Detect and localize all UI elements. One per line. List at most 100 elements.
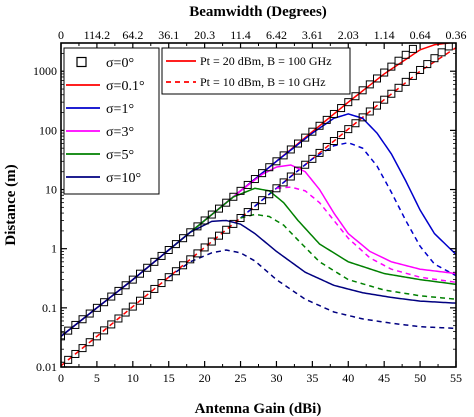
y-tick-label: 1000 bbox=[33, 64, 57, 78]
sigma-0-marker bbox=[236, 214, 245, 223]
sigma-0-marker bbox=[329, 137, 338, 146]
sigma-0-marker bbox=[143, 290, 152, 299]
sigma-0-marker bbox=[344, 98, 353, 107]
legend-power: Pt = 20 dBm, B = 100 GHz Pt = 10 dBm, B =… bbox=[161, 47, 351, 95]
sigma-0-marker bbox=[408, 44, 417, 53]
x-tick-label: 10 bbox=[127, 371, 139, 385]
legend-sigma: σ=0° σ=0.1° σ=1° σ=3° σ=5° σ=10° bbox=[63, 47, 160, 195]
x-tick-label: 30 bbox=[270, 371, 282, 385]
x2-tick-label: 1.14 bbox=[374, 28, 395, 42]
sigma-0-marker bbox=[64, 355, 73, 364]
x2-tick-label: 36.1 bbox=[158, 28, 179, 42]
sigma-0-marker bbox=[128, 275, 137, 284]
sigma-0-marker bbox=[365, 107, 374, 116]
sigma-0-marker bbox=[394, 56, 403, 65]
sigma-0-marker bbox=[64, 326, 73, 335]
y-tick-label: 100 bbox=[39, 123, 57, 137]
sigma-0-marker bbox=[114, 286, 123, 295]
x-tick-label: 35 bbox=[306, 371, 318, 385]
bottom-axis-title: Antenna Gain (dBi) bbox=[195, 401, 322, 417]
sigma-0-marker bbox=[387, 89, 396, 98]
sigma-0-marker bbox=[164, 273, 173, 282]
sigma-0-marker bbox=[157, 251, 166, 260]
sigma-0-marker bbox=[423, 60, 432, 69]
x2-tick-label: 0.64 bbox=[410, 28, 431, 42]
sigma-0-marker bbox=[114, 314, 123, 323]
sigma-0-marker bbox=[236, 186, 245, 195]
sigma-0-marker bbox=[229, 192, 238, 201]
x-tick-label: 15 bbox=[163, 371, 175, 385]
left-axis-title: Distance (m) bbox=[3, 164, 19, 245]
sigma-0-marker bbox=[308, 127, 317, 136]
sigma-0-marker bbox=[265, 163, 274, 172]
sigma-0-marker bbox=[322, 142, 331, 151]
sigma-0-marker bbox=[179, 261, 188, 270]
sigma-0-marker bbox=[100, 326, 109, 335]
x-tick-label: 25 bbox=[235, 371, 247, 385]
sigma-0-marker bbox=[337, 131, 346, 140]
sigma-0-marker bbox=[222, 225, 231, 234]
sigma-0-marker bbox=[171, 267, 180, 276]
sigma-0-marker bbox=[380, 68, 389, 77]
top-axis-title: Beamwidth (Degrees) bbox=[189, 4, 327, 20]
sigma-0-marker bbox=[186, 255, 195, 264]
sigma-0-marker bbox=[272, 157, 281, 166]
sigma-0-marker bbox=[351, 92, 360, 101]
x2-tick-label: 3.61 bbox=[302, 28, 323, 42]
sigma-0-marker bbox=[322, 115, 331, 124]
sigma-0-marker bbox=[437, 48, 446, 57]
sigma-0-marker bbox=[272, 184, 281, 193]
x-tick-label: 55 bbox=[450, 371, 462, 385]
sigma-0-marker bbox=[286, 145, 295, 154]
sigma-0-marker bbox=[200, 216, 209, 225]
sigma-0-marker bbox=[136, 269, 144, 278]
sigma-0-marker bbox=[200, 243, 209, 252]
x2-tick-label: 64.2 bbox=[122, 28, 143, 42]
sigma-0-marker bbox=[301, 160, 310, 169]
sigma-0-marker bbox=[373, 74, 381, 83]
legend-sigma-box bbox=[63, 47, 160, 195]
sigma-0-marker bbox=[128, 302, 137, 311]
sigma-0-marker bbox=[337, 104, 346, 113]
sigma-0-marker bbox=[315, 121, 324, 130]
sigma-0-marker bbox=[301, 133, 310, 142]
sigma-0-marker bbox=[243, 208, 252, 217]
sigma-0-marker bbox=[85, 338, 94, 347]
x-tick-label: 50 bbox=[414, 371, 426, 385]
sigma-0-marker bbox=[157, 279, 166, 288]
sigma-0-marker bbox=[85, 309, 94, 318]
sigma-0-marker bbox=[121, 308, 130, 317]
legend-sigma-label: σ=10° bbox=[106, 171, 141, 186]
x2-tick-label: 20.3 bbox=[194, 28, 215, 42]
x2-tick-label: 11.4 bbox=[230, 28, 251, 42]
series-line-sigma-10-solid bbox=[61, 219, 456, 337]
legend-power-label: Pt = 20 dBm, B = 100 GHz bbox=[200, 54, 332, 68]
sigma-0-marker bbox=[308, 154, 317, 163]
sigma-0-marker bbox=[107, 292, 116, 301]
sigma-0-marker bbox=[215, 204, 223, 213]
sigma-0-marker bbox=[229, 219, 238, 228]
sigma-0-marker bbox=[78, 315, 87, 324]
legend-power-label: Pt = 10 dBm, B = 10 GHz bbox=[200, 75, 326, 89]
sigma-0-marker bbox=[215, 231, 223, 240]
legend-sigma-label: σ=0° bbox=[106, 56, 134, 71]
sigma-0-marker bbox=[329, 109, 338, 118]
sigma-0-marker bbox=[416, 65, 425, 74]
sigma-0-marker bbox=[71, 320, 80, 329]
sigma-0-marker bbox=[150, 284, 159, 293]
series-line-sigma-10-dashed bbox=[168, 249, 456, 330]
x-tick-label: 40 bbox=[342, 371, 354, 385]
legend-sigma-label: σ=0.1° bbox=[106, 79, 145, 94]
sigma-0-marker bbox=[71, 349, 80, 358]
sigma-0-marker bbox=[121, 281, 130, 290]
sigma-0-marker bbox=[193, 222, 202, 231]
sigma-0-marker bbox=[100, 298, 109, 307]
sigma-0-marker bbox=[394, 83, 403, 92]
sigma-0-marker bbox=[344, 125, 353, 134]
x2-tick-label: 6.42 bbox=[266, 28, 287, 42]
sigma-0-marker bbox=[258, 196, 267, 205]
x-tick-label: 5 bbox=[94, 371, 100, 385]
sigma-0-marker bbox=[279, 151, 288, 160]
sigma-0-marker bbox=[61, 332, 65, 341]
sigma-0-marker bbox=[136, 296, 144, 305]
